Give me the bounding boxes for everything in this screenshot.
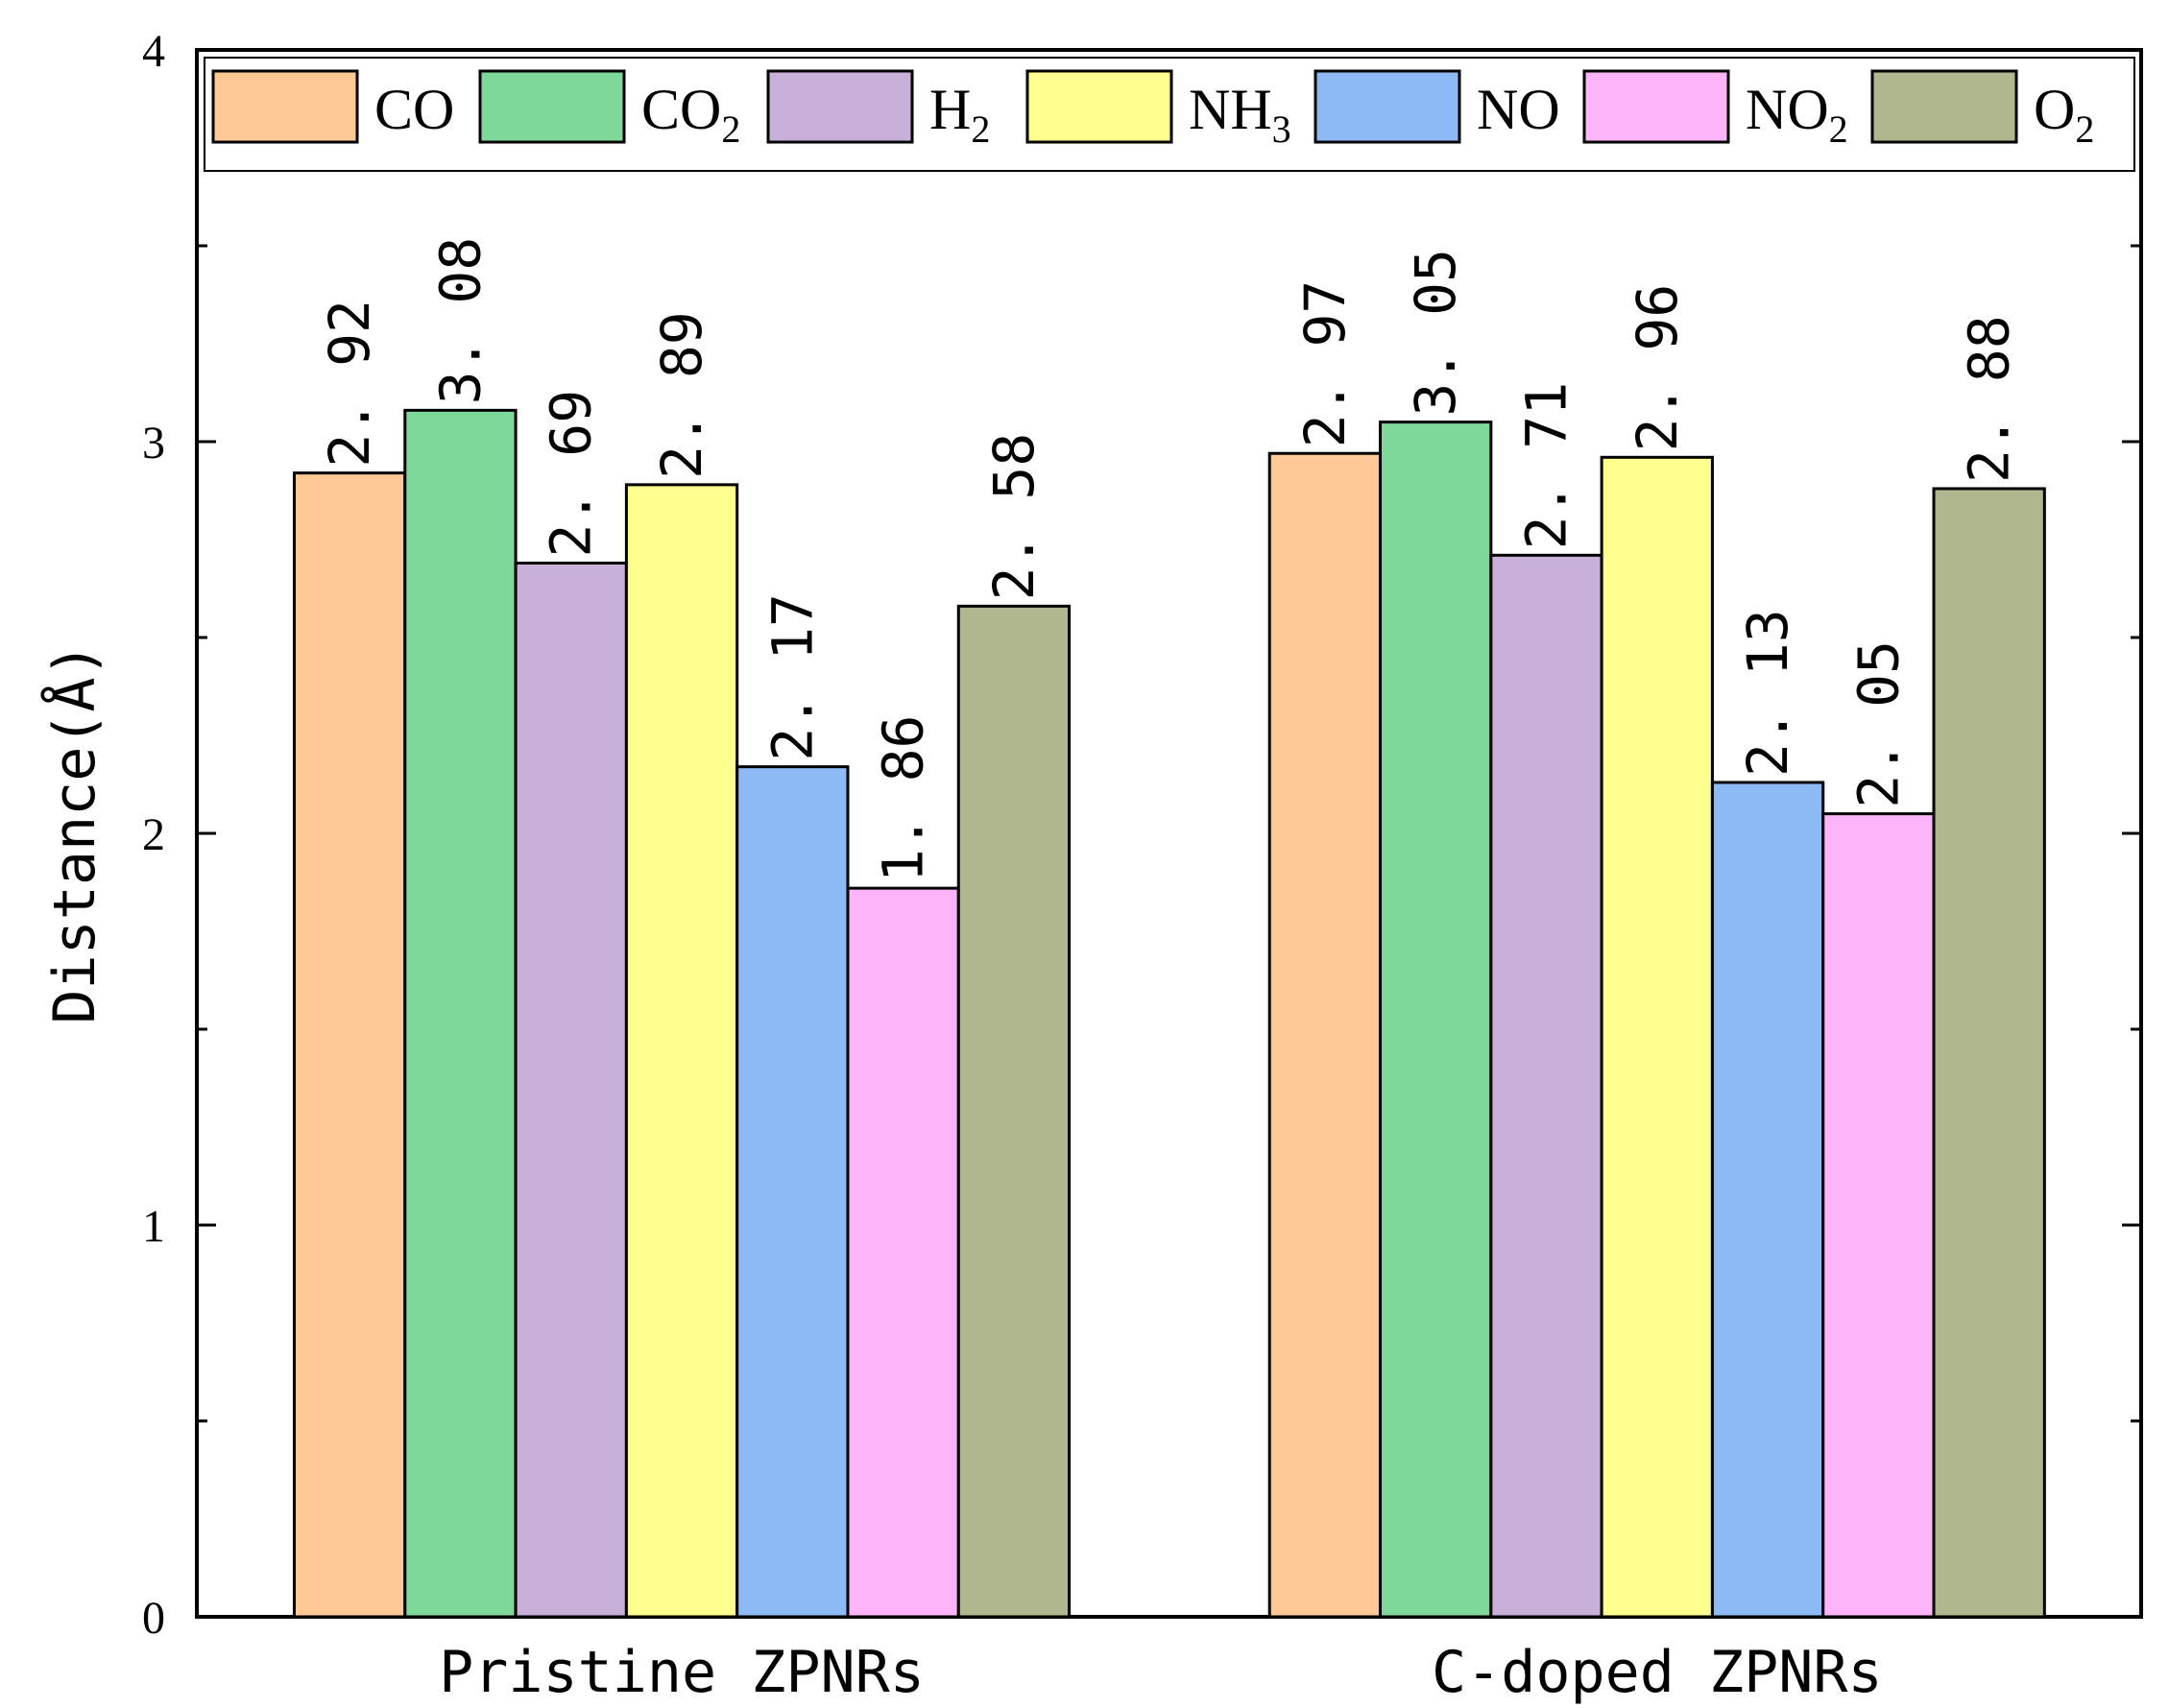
data-label-NO2-0: 1. 86 [871,715,936,883]
legend-swatch-H2 [766,69,914,144]
bar-NO2-1 [1821,812,1936,1619]
bar-NH3-0 [624,483,739,1619]
y-tick-label: 2 [142,809,165,860]
data-label-O2-1: 2. 88 [1957,315,2022,483]
data-label-NH3-1: 2. 96 [1625,284,1690,452]
y-tick-label: 1 [142,1201,165,1252]
data-label-H2-0: 2. 69 [539,390,604,558]
legend-swatch-CO [211,69,359,144]
legend: CO CO2 H2 NH3 NO NO2 O2 [204,57,2135,172]
bar-CO2-1 [1379,421,1493,1619]
y-tick-label: 4 [142,26,165,77]
data-label-NO2-1: 2. 05 [1845,640,1911,808]
data-label-NO-0: 2. 17 [759,593,825,761]
bar-H2-0 [514,561,628,1619]
legend-swatch-NO [1313,69,1461,144]
x-category-label: C-doped ZPNRs [1432,1639,1883,1706]
legend-label-CO: CO [374,78,454,141]
bar-NO-1 [1710,781,1825,1619]
bar-NH3-1 [1600,455,1714,1619]
bar-O2-0 [956,604,1072,1619]
y-axis-title: Distance(Å) [39,642,108,1023]
data-label-CO-0: 2. 92 [317,300,382,468]
bar-CO-1 [1267,451,1383,1619]
data-label-CO2-0: 3. 08 [427,237,493,405]
data-label-CO-1: 2. 97 [1292,280,1358,448]
data-label-NH3-0: 2. 89 [649,311,714,479]
bar-CO-0 [292,471,407,1619]
bar-NO2-0 [846,886,960,1619]
legend-swatch-NH3 [1025,69,1173,144]
data-label-CO2-1: 3. 05 [1403,249,1468,417]
legend-label-NO: NO [1477,78,1560,141]
x-category-label: Pristine ZPNRs [439,1639,925,1706]
bar-O2-1 [1932,487,2046,1619]
legend-swatch-NO2 [1582,69,1730,144]
legend-swatch-CO2 [478,69,626,144]
y-tick-label: 3 [142,418,165,469]
bars-group: 2. 92 3. 08 2. 69 2. 89 2. 17 1. 86 2. 58 Prist… [292,237,2046,1706]
axis-ticks: 0 1 2 3 4 [142,26,2141,1644]
data-label-NO-1: 2. 13 [1735,609,1800,777]
legend-swatch-O2 [1870,69,2018,144]
data-label-O2-0: 2. 58 [981,433,1047,601]
data-label-H2-1: 2. 71 [1513,382,1579,550]
bar-H2-1 [1489,553,1603,1619]
bar-CO2-0 [403,408,518,1619]
y-tick-label: 0 [142,1593,165,1644]
bar-NO-0 [735,765,850,1619]
